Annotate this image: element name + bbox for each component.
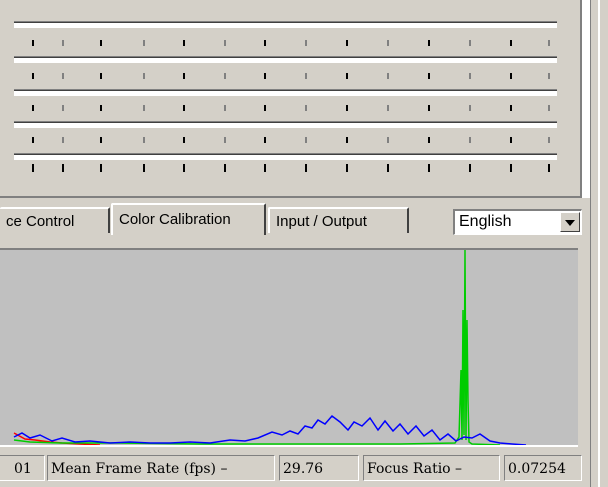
slider-tick xyxy=(143,164,145,172)
slider-tick xyxy=(387,105,389,111)
slider-tick xyxy=(548,73,550,79)
slider-tick xyxy=(387,137,389,143)
slider-tick xyxy=(548,40,550,46)
slider-tick xyxy=(264,73,266,79)
slider-tick xyxy=(469,137,471,143)
slider-tick xyxy=(469,40,471,46)
slider-tick xyxy=(183,105,185,111)
slider-tick xyxy=(548,137,550,143)
focus-ratio-label: Focus Ratio – xyxy=(363,455,500,481)
series-blue-line xyxy=(13,414,527,445)
slider-tick xyxy=(183,137,185,143)
panel-border xyxy=(580,0,582,198)
slider-tick xyxy=(32,73,34,79)
slider-track[interactable] xyxy=(14,21,557,28)
slider-tick xyxy=(510,164,512,172)
slider-tick xyxy=(387,40,389,46)
slider-tick xyxy=(100,164,102,172)
slider-tick xyxy=(387,73,389,79)
tab-device-control[interactable]: ce Control xyxy=(0,207,110,233)
language-select[interactable]: English xyxy=(453,209,582,235)
slider-tick xyxy=(224,40,226,46)
slider-tick xyxy=(143,137,145,143)
slider-tick xyxy=(62,105,64,111)
slider-tick xyxy=(510,73,512,79)
slider-tick xyxy=(305,40,307,46)
slider-track[interactable] xyxy=(14,56,557,63)
slider-tick xyxy=(346,137,348,143)
slider-tick xyxy=(62,73,64,79)
slider-tick xyxy=(305,137,307,143)
language-select-value: English xyxy=(459,213,512,230)
slider-tick xyxy=(143,73,145,79)
slider-tick xyxy=(32,40,34,46)
slider-tick xyxy=(346,164,348,172)
slider-tick xyxy=(224,105,226,111)
slider-tick xyxy=(62,137,64,143)
histogram-canvas xyxy=(13,250,527,445)
slider-tick xyxy=(264,137,266,143)
slider-tick xyxy=(183,73,185,79)
slider-tick xyxy=(469,105,471,111)
window-edge-highlight xyxy=(598,0,600,487)
slider-panel xyxy=(0,0,580,198)
slider-tick xyxy=(224,73,226,79)
mean-frame-rate-value: 29.76 xyxy=(279,455,359,481)
status-prev-value: 01 xyxy=(0,455,45,481)
slider-tick xyxy=(143,40,145,46)
slider-tick xyxy=(510,105,512,111)
slider-tick xyxy=(305,164,307,172)
slider-tick xyxy=(100,40,102,46)
slider-tick xyxy=(183,40,185,46)
slider-tick xyxy=(264,105,266,111)
panel-border xyxy=(0,196,582,198)
slider-tick xyxy=(469,73,471,79)
slider-tick xyxy=(32,105,34,111)
slider-tick xyxy=(510,137,512,143)
slider-tick xyxy=(264,164,266,172)
slider-tick xyxy=(32,137,34,143)
slider-tick xyxy=(100,137,102,143)
slider-tick xyxy=(183,164,185,172)
slider-tick xyxy=(428,73,430,79)
slider-tick xyxy=(387,164,389,172)
tab-color-calibration[interactable]: Color Calibration xyxy=(111,203,266,235)
slider-tick xyxy=(305,105,307,111)
slider-tick xyxy=(264,40,266,46)
slider-tick xyxy=(62,164,64,172)
slider-tick xyxy=(346,73,348,79)
slider-tick xyxy=(469,164,471,172)
slider-tick xyxy=(100,73,102,79)
slider-tick xyxy=(428,105,430,111)
slider-tick xyxy=(428,137,430,143)
focus-ratio-value: 0.07254 xyxy=(504,455,582,481)
slider-tick xyxy=(305,73,307,79)
slider-tick xyxy=(62,40,64,46)
slider-tick xyxy=(510,40,512,46)
tab-input-output[interactable]: Input / Output xyxy=(268,207,409,233)
slider-tick xyxy=(346,105,348,111)
slider-tick xyxy=(143,105,145,111)
slider-tick xyxy=(548,105,550,111)
plot-frame-edge xyxy=(578,248,590,447)
slider-tick xyxy=(32,164,34,172)
slider-tick xyxy=(224,137,226,143)
slider-tick xyxy=(548,164,550,172)
mean-frame-rate-label: Mean Frame Rate (fps) – xyxy=(47,455,275,481)
dropdown-arrow-icon[interactable] xyxy=(560,212,580,232)
slider-track[interactable] xyxy=(14,89,557,96)
series-green-line xyxy=(13,250,501,445)
slider-track[interactable] xyxy=(14,153,557,160)
slider-tick xyxy=(346,40,348,46)
histogram-plot xyxy=(0,248,578,445)
slider-tick xyxy=(428,40,430,46)
slider-tick xyxy=(428,164,430,172)
slider-track[interactable] xyxy=(14,121,557,128)
slider-tick xyxy=(100,105,102,111)
slider-tick xyxy=(224,164,226,172)
